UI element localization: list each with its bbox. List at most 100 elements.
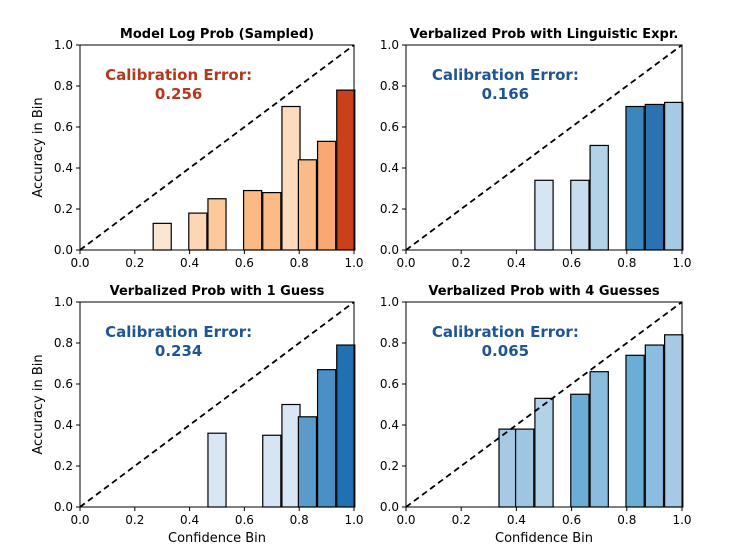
- x-tick-label: 0.4: [507, 513, 526, 527]
- x-tick-label: 0.0: [70, 513, 89, 527]
- x-tick-label: 0.4: [507, 256, 526, 270]
- y-tick-label: 0.2: [54, 459, 73, 473]
- x-tick-label: 0.2: [125, 513, 144, 527]
- x-tick-label: 1.0: [344, 256, 363, 270]
- y-tick-label: 0.6: [380, 377, 399, 391]
- calibration-error-label: Calibration Error:: [105, 66, 252, 84]
- y-axis-label: Accuracy in Bin: [31, 97, 46, 197]
- chart-panel-3: 0.0 0.2 0.4 0.6 0.8 1.0 0.0 0.2 0.4 0.6 0.8 1.0 Verb…: [31, 284, 364, 546]
- bar-6: [336, 344, 356, 508]
- y-tick-label: 0.2: [380, 459, 399, 473]
- bar-5: [589, 371, 609, 508]
- y-tick-label: 0.6: [380, 120, 399, 134]
- bar-3: [207, 198, 227, 251]
- bar-2: [262, 434, 282, 508]
- bar-4: [570, 393, 590, 508]
- x-tick-label: 0.4: [180, 256, 199, 270]
- bar-2: [188, 212, 208, 251]
- bar-1: [152, 222, 172, 251]
- bar-4: [242, 189, 263, 251]
- y-tick-label: 0.0: [380, 500, 399, 514]
- y-tick-label: 0.8: [54, 79, 73, 93]
- x-tick-label: 0.4: [180, 513, 199, 527]
- perfect-calibration-line: [79, 44, 355, 251]
- x-tick-label: 0.2: [452, 256, 471, 270]
- chart-panel-4: 0.0 0.2 0.4 0.6 0.8 1.0 0.0 0.2 0.4 0.6 0.8 1.0 Verb…: [380, 284, 692, 546]
- axes-frame: [79, 44, 355, 251]
- axes-frame: [405, 301, 683, 508]
- bar-3: [534, 397, 554, 508]
- chart-title: Verbalized Prob with 4 Guesses: [428, 284, 660, 299]
- chart-panel-1: 0.0 0.2 0.4 0.6 0.8 1.0 0.0 0.2 0.4 0.6 0.8 1.0 Mode…: [31, 27, 364, 270]
- bar-3: [281, 403, 301, 508]
- y-tick-label: 1.0: [54, 38, 73, 52]
- chart-title: Verbalized Prob with Linguistic Expr.: [410, 27, 679, 42]
- x-tick-label: 0.6: [235, 513, 254, 527]
- bar-6: [625, 354, 645, 508]
- x-axis-label: Confidence Bin: [168, 531, 266, 546]
- chart-title: Verbalized Prob with 1 Guess: [110, 284, 325, 299]
- calibration-error-label: Calibration Error:: [432, 66, 579, 84]
- x-tick-label: 0.6: [235, 256, 254, 270]
- y-axis-label: Accuracy in Bin: [31, 354, 46, 454]
- bar-1: [207, 432, 227, 508]
- y-tick-label: 0.4: [54, 418, 73, 432]
- calibration-error-value: 0.234: [155, 342, 202, 360]
- y-tick-label: 0.6: [54, 377, 73, 391]
- bar-5: [316, 369, 337, 508]
- calibration-error-value: 0.166: [482, 85, 529, 103]
- y-tick-label: 1.0: [54, 295, 73, 309]
- y-tick-label: 0.2: [54, 202, 73, 216]
- bar-6: [281, 105, 301, 251]
- x-tick-label: 0.6: [562, 513, 581, 527]
- y-tick-label: 0.0: [380, 243, 399, 257]
- y-tick-label: 0.0: [54, 500, 73, 514]
- y-tick-label: 0.0: [54, 243, 73, 257]
- bar-4: [625, 105, 645, 251]
- perfect-calibration-line: [405, 301, 683, 508]
- y-tick-label: 0.4: [54, 161, 73, 175]
- x-tick-label: 1.0: [672, 256, 691, 270]
- x-tick-label: 0.8: [617, 256, 636, 270]
- x-tick-label: 1.0: [672, 513, 691, 527]
- x-tick-label: 0.8: [617, 513, 636, 527]
- perfect-calibration-line: [79, 301, 355, 508]
- bar-9: [336, 89, 356, 251]
- y-tick-label: 0.2: [380, 202, 399, 216]
- bar-7: [644, 344, 665, 508]
- y-tick-label: 1.0: [380, 38, 399, 52]
- x-tick-label: 0.2: [452, 513, 471, 527]
- bar-1: [534, 179, 554, 251]
- y-tick-label: 1.0: [380, 295, 399, 309]
- y-tick-label: 0.8: [54, 336, 73, 350]
- calibration-error-label: Calibration Error:: [432, 323, 579, 341]
- axes-frame: [79, 301, 355, 508]
- bar-2: [570, 179, 590, 251]
- x-tick-label: 1.0: [344, 513, 363, 527]
- perfect-calibration-line: [405, 44, 683, 251]
- bar-1: [498, 428, 518, 508]
- x-tick-label: 0.8: [290, 513, 309, 527]
- chart-panel-2: 0.0 0.2 0.4 0.6 0.8 1.0 0.0 0.2 0.4 0.6 0.8 1.0 Verb…: [380, 27, 692, 270]
- chart-title: Model Log Prob (Sampled): [120, 27, 314, 42]
- y-tick-label: 0.4: [380, 418, 399, 432]
- bar-8: [664, 334, 684, 508]
- bar-8: [316, 140, 337, 251]
- calibration-error-value: 0.065: [482, 342, 529, 360]
- x-tick-label: 0.0: [396, 256, 415, 270]
- bar-6: [664, 101, 684, 251]
- x-tick-label: 0.2: [125, 256, 144, 270]
- bar-5: [262, 192, 282, 251]
- bar-2: [514, 428, 535, 508]
- bar-7: [297, 159, 318, 251]
- x-tick-label: 0.0: [70, 256, 89, 270]
- calibration-error-value: 0.256: [155, 85, 202, 103]
- calibration-error-label: Calibration Error:: [105, 323, 252, 341]
- y-tick-label: 0.8: [380, 79, 399, 93]
- y-tick-label: 0.4: [380, 161, 399, 175]
- bar-5: [644, 103, 665, 251]
- axes-frame: [405, 44, 683, 251]
- x-axis-label: Confidence Bin: [495, 531, 593, 546]
- x-tick-label: 0.6: [562, 256, 581, 270]
